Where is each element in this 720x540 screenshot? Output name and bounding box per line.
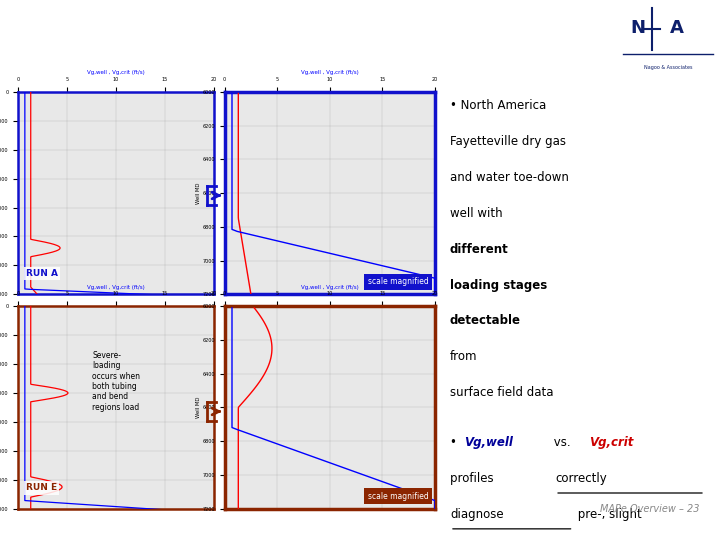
Text: correctly: correctly xyxy=(555,472,607,485)
Text: loading stages: loading stages xyxy=(450,279,547,292)
Text: Vg,crit: Vg,crit xyxy=(589,436,634,449)
Title: Vg,well , Vg,crit (ft/s): Vg,well , Vg,crit (ft/s) xyxy=(301,285,359,289)
Text: diagnose: diagnose xyxy=(450,508,503,521)
Text: A: A xyxy=(670,19,683,37)
Text: RUN A: RUN A xyxy=(26,269,58,278)
Title: Vg,well , Vg,crit (ft/s): Vg,well , Vg,crit (ft/s) xyxy=(87,285,145,289)
Text: scale magnified: scale magnified xyxy=(368,491,428,501)
Title: Vg,well , Vg,crit (ft/s): Vg,well , Vg,crit (ft/s) xyxy=(87,70,145,75)
Text: N: N xyxy=(631,19,646,37)
Title: Vg,well , Vg,crit (ft/s): Vg,well , Vg,crit (ft/s) xyxy=(301,70,359,75)
Text: different: different xyxy=(450,243,509,256)
Text: •: • xyxy=(450,436,461,449)
Text: and water toe-down: and water toe-down xyxy=(450,171,569,184)
Y-axis label: Well MD: Well MD xyxy=(196,183,201,204)
Text: detectable: detectable xyxy=(450,314,521,327)
Text: profiles: profiles xyxy=(450,472,498,485)
Text: Fayetteville dry gas: Fayetteville dry gas xyxy=(450,135,566,148)
Text: RUN E: RUN E xyxy=(26,483,57,492)
Text: MAPe Overview – 23: MAPe Overview – 23 xyxy=(600,504,700,514)
Text: vs.: vs. xyxy=(550,436,575,449)
Text: pre-, slight: pre-, slight xyxy=(574,508,642,521)
Y-axis label: Well MD: Well MD xyxy=(196,397,201,418)
Text: Case Study 3 – Detectable Loading: Case Study 3 – Detectable Loading xyxy=(22,26,483,50)
Text: Vg,well: Vg,well xyxy=(464,436,513,449)
Text: • North America: • North America xyxy=(450,99,546,112)
Text: well with: well with xyxy=(450,207,506,220)
Text: surface field data: surface field data xyxy=(450,386,554,399)
Text: from: from xyxy=(450,350,477,363)
Text: scale magnified: scale magnified xyxy=(368,277,428,286)
Text: Severe-
loading
occurs when
both tubing
and bend
regions load: Severe- loading occurs when both tubing … xyxy=(92,351,140,411)
Text: Nagoo & Associates: Nagoo & Associates xyxy=(644,65,693,70)
